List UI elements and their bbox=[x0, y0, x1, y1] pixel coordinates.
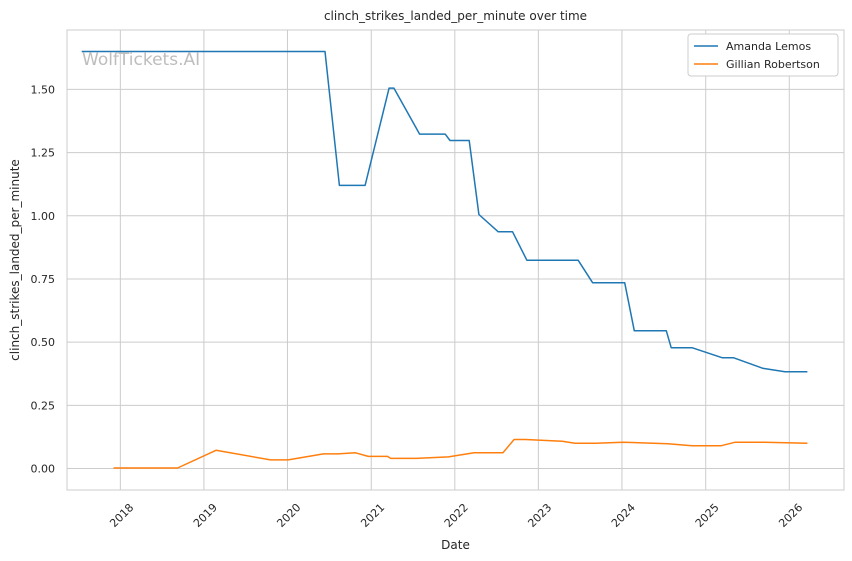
y-axis: 0.00 0.25 0.50 0.75 1.00 1.25 1.50 bbox=[31, 83, 56, 475]
legend-box bbox=[687, 33, 839, 77]
y-tick-label: 0.00 bbox=[31, 463, 56, 476]
series-lines bbox=[81, 50, 808, 469]
y-tick-label: 1.50 bbox=[31, 83, 56, 96]
legend-label-gillian-robertson: Gillian Robertson bbox=[726, 58, 820, 71]
y-tick-label: 1.00 bbox=[31, 210, 56, 223]
watermark: WolfTickets.AI bbox=[82, 50, 200, 70]
legend: Amanda Lemos Gillian Robertson bbox=[687, 33, 839, 77]
y-tick-label: 0.50 bbox=[31, 336, 56, 349]
series-line-amanda-lemos bbox=[81, 50, 808, 373]
plot-background bbox=[67, 30, 844, 490]
plot-frame bbox=[66, 29, 845, 491]
y-tick-label: 1.25 bbox=[31, 147, 56, 160]
y-axis-label: clinch_strikes_landed_per_minute bbox=[8, 159, 22, 361]
x-axis: 2018 2019 2020 2021 2022 2023 2024 2025 2026 bbox=[107, 501, 805, 530]
plot-area: WolfTickets.AI bbox=[66, 29, 845, 491]
grid-lines bbox=[67, 30, 844, 490]
x-axis-label: Date bbox=[441, 538, 470, 552]
chart-title: clinch_strikes_landed_per_minute over ti… bbox=[324, 9, 587, 23]
series-line-gillian-robertson bbox=[113, 438, 808, 469]
y-tick-label: 0.25 bbox=[31, 399, 56, 412]
y-tick-label: 0.75 bbox=[31, 273, 56, 286]
legend-label-amanda-lemos: Amanda Lemos bbox=[726, 40, 811, 53]
